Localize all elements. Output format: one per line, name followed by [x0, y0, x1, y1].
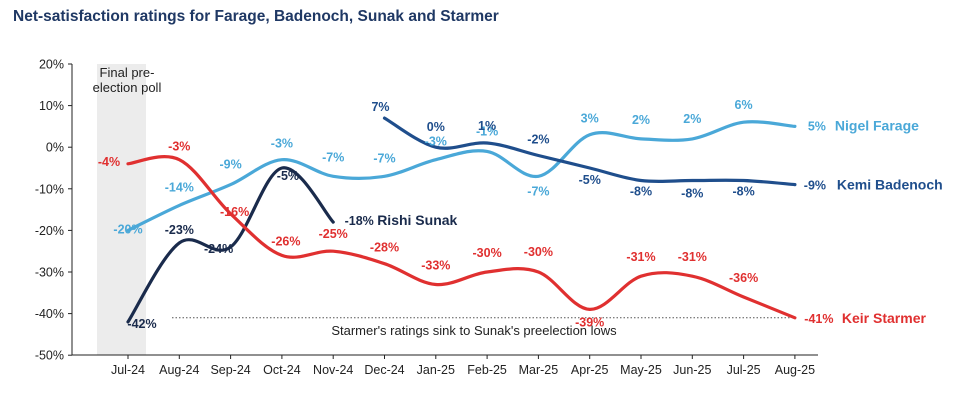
x-tick-label: Jul-24	[111, 363, 145, 377]
x-tick-label: Jun-25	[673, 363, 711, 377]
nigel-farage-line	[126, 120, 797, 232]
kemi-badenoch-series-name: Kemi Badenoch	[837, 177, 943, 193]
y-tick-label: -20%	[35, 224, 64, 238]
y-axis: 20% 10% 0% -10% -20% -30% -40% -50%	[35, 58, 72, 363]
keir-starmer-data-label: -26%	[271, 234, 300, 248]
rishi-sunak-line	[126, 166, 335, 324]
y-tick-label: -40%	[35, 307, 64, 321]
y-tick-label: 20%	[39, 58, 64, 72]
rishi-sunak-data-label: -23%	[165, 223, 194, 237]
nigel-farage-data-label: -3%	[425, 135, 447, 149]
keir-starmer-data-label: -30%	[524, 245, 553, 259]
rishi-sunak-data-label: -18%	[345, 214, 374, 228]
x-tick-label: Sep-24	[210, 363, 250, 377]
x-tick-label: Nov-24	[313, 363, 353, 377]
y-tick-label: 0%	[46, 141, 64, 155]
final-poll-annotation: Final pre- election poll	[93, 65, 162, 95]
keir-starmer-data-label: -39%	[575, 315, 604, 329]
final-poll-line-2: election poll	[93, 80, 162, 95]
rishi-sunak-data-label: -42%	[127, 317, 156, 331]
nigel-farage-data-label: 2%	[632, 113, 650, 127]
keir-starmer-data-label: -25%	[319, 227, 348, 241]
final-poll-shade	[97, 64, 146, 355]
nigel-farage-data-label: 3%	[581, 112, 599, 126]
nigel-farage-data-label: -7%	[527, 184, 549, 198]
kemi-badenoch-data-label: 0%	[427, 120, 445, 134]
keir-starmer-data-label: -16%	[220, 205, 249, 219]
keir-starmer-data-label: -31%	[678, 250, 707, 264]
nigel-farage-data-label: -9%	[219, 158, 241, 172]
series-lines	[126, 116, 797, 324]
x-tick-label: Aug-24	[159, 363, 199, 377]
nigel-farage-data-label: -20%	[113, 222, 142, 236]
x-tick-label: Mar-25	[519, 363, 559, 377]
kemi-badenoch-data-label: 1%	[478, 119, 496, 133]
keir-starmer-data-label: -31%	[626, 250, 655, 264]
nigel-farage-data-label: 5%	[808, 119, 826, 133]
y-tick-label: -50%	[35, 349, 64, 363]
reference-line-caption: Starmer's ratings sink to Sunak's preele…	[331, 323, 617, 338]
nigel-farage-series-name: Nigel Farage	[835, 117, 919, 133]
x-tick-label: Jan-25	[417, 363, 455, 377]
nigel-farage-data-label: -1%	[476, 124, 498, 138]
x-tick-label: Apr-25	[571, 363, 609, 377]
x-tick-label: Aug-25	[775, 363, 815, 377]
final-poll-line-1: Final pre-	[100, 65, 155, 80]
kemi-badenoch-data-label: -5%	[579, 173, 601, 187]
keir-starmer-data-label: -30%	[473, 246, 502, 260]
kemi-badenoch-data-label: -8%	[732, 185, 754, 199]
kemi-badenoch-data-label: -2%	[527, 133, 549, 147]
keir-starmer-data-label: -36%	[729, 271, 758, 285]
x-axis: Jul-24 Aug-24 Sep-24 Oct-24 Nov-24 Dec-24 Jan-…	[111, 355, 815, 377]
series-names: Nigel Farage Kemi Badenoch Rishi Sunak Keir…	[377, 117, 943, 325]
data-labels: -20% -14% -9% -3% -7% -7% -3% -1% -7% 3% 2% 2% 6% 5% 7…	[98, 98, 834, 331]
nigel-farage-data-label: 6%	[735, 98, 753, 112]
rishi-sunak-data-label: -5%	[277, 169, 299, 183]
nigel-farage-data-label: -14%	[165, 180, 194, 194]
kemi-badenoch-line	[382, 116, 797, 187]
kemi-badenoch-data-label: 7%	[371, 100, 389, 114]
kemi-badenoch-data-label: -9%	[804, 179, 826, 193]
keir-starmer-data-label: -33%	[421, 259, 450, 273]
x-tick-label: Dec-24	[364, 363, 404, 377]
kemi-badenoch-data-label: -8%	[681, 187, 703, 201]
x-tick-label: Jul-25	[727, 363, 761, 377]
rishi-sunak-series-name: Rishi Sunak	[377, 212, 457, 228]
keir-starmer-data-label: -4%	[98, 155, 120, 169]
keir-starmer-data-label: -28%	[370, 241, 399, 255]
keir-starmer-line	[126, 155, 797, 320]
keir-starmer-series-name: Keir Starmer	[842, 310, 927, 326]
kemi-badenoch-data-label: -8%	[630, 185, 652, 199]
keir-starmer-data-label: -41%	[804, 312, 833, 326]
y-tick-label: 10%	[39, 99, 64, 113]
nigel-farage-data-label: -3%	[271, 137, 293, 151]
x-tick-label: Feb-25	[467, 363, 507, 377]
keir-starmer-data-label: -3%	[168, 140, 190, 154]
rishi-sunak-data-label: -24%	[204, 242, 233, 256]
x-tick-label: May-25	[620, 363, 662, 377]
nigel-farage-data-label: -7%	[322, 150, 344, 164]
nigel-farage-data-label: -7%	[373, 151, 395, 165]
y-tick-label: -10%	[35, 182, 64, 196]
y-tick-label: -30%	[35, 266, 64, 280]
chart-title: Net-satisfaction ratings for Farage, Bad…	[13, 8, 499, 25]
nigel-farage-data-label: 2%	[683, 112, 701, 126]
x-tick-label: Oct-24	[263, 363, 301, 377]
